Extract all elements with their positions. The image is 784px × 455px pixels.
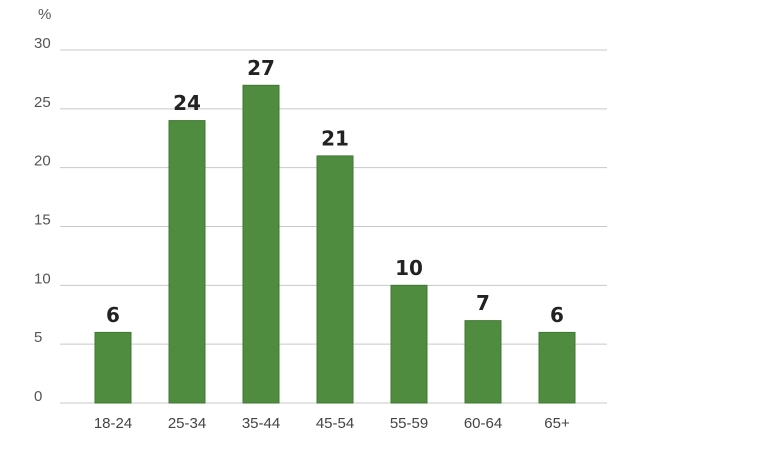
bar	[464, 320, 502, 404]
y-axis-label: %	[38, 6, 51, 23]
y-tick-label: 30	[34, 35, 51, 52]
x-tick-label: 55-59	[390, 415, 428, 432]
y-tick-label: 15	[34, 211, 51, 228]
data-label: 24	[173, 91, 201, 115]
data-label: 27	[247, 56, 275, 80]
bar	[94, 331, 132, 404]
x-tick-label: 60-64	[464, 415, 502, 432]
bar	[538, 331, 576, 404]
x-tick-label: 35-44	[242, 415, 280, 432]
x-tick-label: 45-54	[316, 415, 354, 432]
x-tick-label: 65+	[544, 415, 570, 432]
y-tick-label: 0	[34, 388, 42, 405]
data-label: 7	[476, 291, 490, 315]
bar	[316, 155, 354, 404]
x-tick-label: 18-24	[94, 415, 132, 432]
data-label: 10	[395, 256, 423, 280]
data-label: 21	[321, 126, 349, 150]
bar	[168, 120, 206, 404]
y-tick-label: 10	[34, 270, 51, 287]
x-tick-label: 25-34	[168, 415, 206, 432]
y-tick-label: 5	[34, 329, 42, 346]
bar	[390, 284, 428, 404]
y-tick-label: 25	[34, 94, 51, 111]
bar	[242, 84, 280, 404]
data-label: 6	[550, 303, 564, 327]
data-label: 6	[106, 303, 120, 327]
y-tick-label: 20	[34, 153, 51, 170]
